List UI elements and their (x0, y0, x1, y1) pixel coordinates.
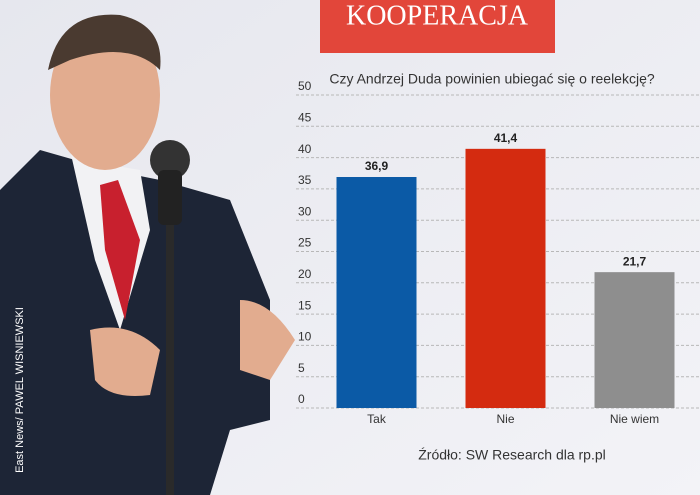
x-tick-label: Nie (496, 412, 514, 426)
banner-text: KOOPERACJA (346, 0, 529, 31)
y-tick-label: 40 (298, 142, 312, 156)
y-tick-label: 5 (298, 361, 305, 375)
photo-person (0, 14, 295, 495)
y-tick-label: 30 (298, 204, 312, 218)
y-tick-label: 10 (298, 330, 312, 344)
bar (336, 177, 417, 408)
x-tick-label: Nie wiem (610, 412, 659, 426)
y-tick-label: 15 (298, 298, 312, 312)
bar (465, 148, 546, 408)
y-tick-label: 25 (298, 236, 312, 250)
photo-credit: East News/ PAWEL WISNIEWSKI (14, 307, 26, 473)
value-label: 21,7 (623, 254, 647, 268)
y-tick-label: 20 (298, 267, 312, 281)
source: Źródło: SW Research dla rp.pl (418, 447, 606, 463)
value-label: 41,4 (494, 131, 518, 145)
y-tick-label: 50 (298, 79, 312, 93)
bar (594, 272, 675, 408)
chart-title: Czy Andrzej Duda powinien ubiegać się o … (329, 71, 655, 87)
y-tick-label: 45 (298, 110, 312, 124)
y-tick-label: 0 (298, 392, 305, 406)
banner-box (320, 0, 555, 53)
y-tick-label: 35 (298, 173, 312, 187)
value-label: 36,9 (365, 159, 389, 173)
x-tick-label: Tak (367, 412, 387, 426)
